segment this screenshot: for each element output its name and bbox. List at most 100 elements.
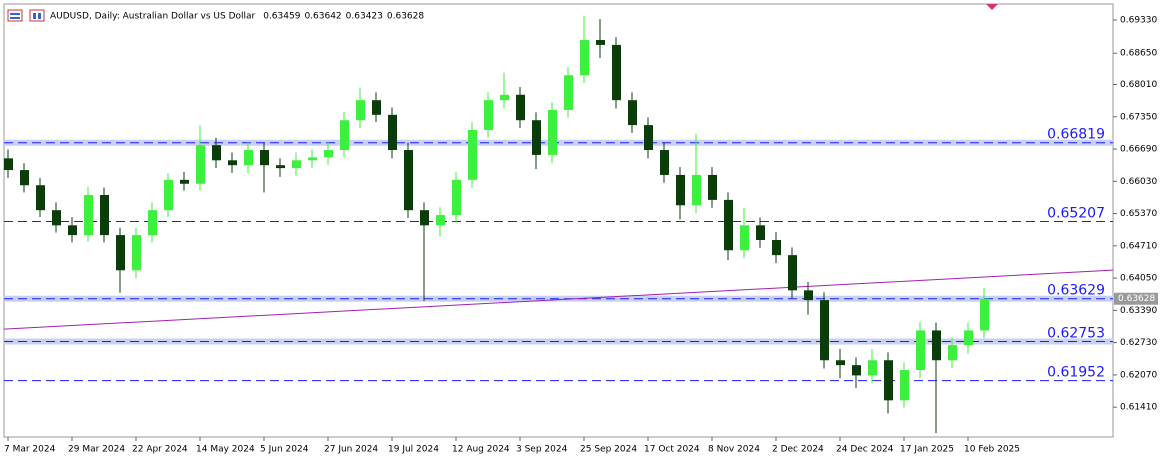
y-tick-label: 0.64050 xyxy=(1120,274,1157,284)
candle-body xyxy=(948,345,957,361)
candle-body xyxy=(548,109,557,155)
candle-body xyxy=(340,120,349,151)
candle-body xyxy=(980,298,989,331)
candle-body xyxy=(644,125,653,151)
x-tick-label: 12 Aug 2024 xyxy=(452,445,510,455)
candle-body xyxy=(660,150,669,175)
candle-body xyxy=(228,160,237,166)
header-value: 0.63642 xyxy=(304,12,341,22)
x-tick-label: 14 May 2024 xyxy=(196,445,255,455)
y-tick-label: 0.61410 xyxy=(1120,403,1157,413)
x-tick-label: 8 Nov 2024 xyxy=(708,445,760,455)
candle-body xyxy=(740,225,749,251)
candle-body xyxy=(884,360,893,401)
x-tick-label: 24 Dec 2024 xyxy=(836,445,894,455)
x-tick-label: 29 Mar 2024 xyxy=(68,445,125,455)
level-label: 0.61952 xyxy=(1047,365,1105,381)
candle-body xyxy=(196,145,205,184)
candle-body xyxy=(68,225,77,236)
candle-body xyxy=(724,199,733,251)
x-tick-label: 17 Jan 2025 xyxy=(900,445,954,455)
x-tick-label: 7 Mar 2024 xyxy=(4,445,56,455)
candle-body xyxy=(500,94,509,101)
candle-body xyxy=(164,179,173,211)
candle-body xyxy=(20,170,29,186)
candle-body xyxy=(612,44,621,101)
candle-body xyxy=(148,210,157,236)
chart-title: AUDUSD, Daily: Australian Dollar vs US D… xyxy=(50,12,256,22)
y-tick-label: 0.65370 xyxy=(1120,209,1157,219)
toolbar-icons xyxy=(7,9,45,22)
candle-body xyxy=(308,157,317,161)
candle-body xyxy=(100,195,109,236)
candle-body xyxy=(404,150,413,211)
candle-body xyxy=(532,120,541,155)
candle-body xyxy=(276,165,285,169)
plot-frame xyxy=(3,3,1114,438)
x-tick-label: 22 Apr 2024 xyxy=(132,445,188,455)
candle-body xyxy=(900,370,909,401)
icon xyxy=(33,13,36,19)
icon xyxy=(10,17,20,19)
x-tick-label: 5 Jun 2024 xyxy=(260,445,309,455)
icon xyxy=(10,13,20,15)
candle-body xyxy=(468,129,477,180)
icon xyxy=(7,9,23,22)
level-label: 0.63629 xyxy=(1047,283,1105,299)
candle-body xyxy=(116,235,125,271)
candle-body xyxy=(676,174,685,206)
candle-body xyxy=(580,40,589,76)
candle-body xyxy=(388,114,397,151)
candle-body xyxy=(596,40,605,45)
candle-body xyxy=(820,300,829,361)
icon xyxy=(38,13,41,19)
x-tick-label: 17 Oct 2024 xyxy=(644,445,700,455)
candle-body xyxy=(804,290,813,301)
x-tick-label: 10 Feb 2025 xyxy=(964,445,1020,455)
header-value: 0.63423 xyxy=(346,12,383,22)
price-tag xyxy=(1114,292,1158,305)
candle-body xyxy=(356,100,365,121)
marker xyxy=(986,4,998,10)
candle-body xyxy=(756,225,765,240)
y-tick-label: 0.62730 xyxy=(1120,338,1157,348)
candle-body xyxy=(84,195,93,236)
candle-body xyxy=(772,239,781,256)
y-tick-label: 0.68010 xyxy=(1120,80,1157,90)
candle-body xyxy=(260,150,269,166)
header-value: 0.63459 xyxy=(263,12,300,22)
candle-body xyxy=(708,174,717,200)
level-label: 0.62753 xyxy=(1047,326,1105,342)
candle-body xyxy=(52,210,61,226)
candle-body xyxy=(212,145,221,161)
icon xyxy=(29,9,45,22)
candle-body xyxy=(692,174,701,206)
candle-body xyxy=(452,179,461,216)
y-tick-label: 0.66030 xyxy=(1120,177,1157,187)
level-label: 0.66819 xyxy=(1047,127,1105,143)
candle-body xyxy=(324,150,333,158)
candle-body xyxy=(36,185,45,211)
price-tag-label: 0.63628 xyxy=(1118,294,1155,304)
header-value: 0.63628 xyxy=(387,12,424,22)
candle-body xyxy=(436,215,445,226)
y-tick-label: 0.67350 xyxy=(1120,112,1157,122)
candle-body xyxy=(420,210,429,226)
candle-body xyxy=(932,330,941,361)
candle-body xyxy=(484,100,493,130)
candle-body xyxy=(964,330,973,346)
candle-body xyxy=(292,160,301,169)
level-label: 0.65207 xyxy=(1047,206,1105,222)
trendline xyxy=(3,269,1114,330)
candle-body xyxy=(852,365,861,376)
candle-body xyxy=(516,94,525,121)
candle-body xyxy=(916,330,925,371)
x-tick-label: 19 Jul 2024 xyxy=(388,445,439,455)
x-tick-label: 25 Sep 2024 xyxy=(580,445,637,455)
x-tick-label: 3 Sep 2024 xyxy=(516,445,568,455)
candle-body xyxy=(868,360,877,376)
candle-body xyxy=(244,150,253,166)
candle-body xyxy=(836,360,845,366)
